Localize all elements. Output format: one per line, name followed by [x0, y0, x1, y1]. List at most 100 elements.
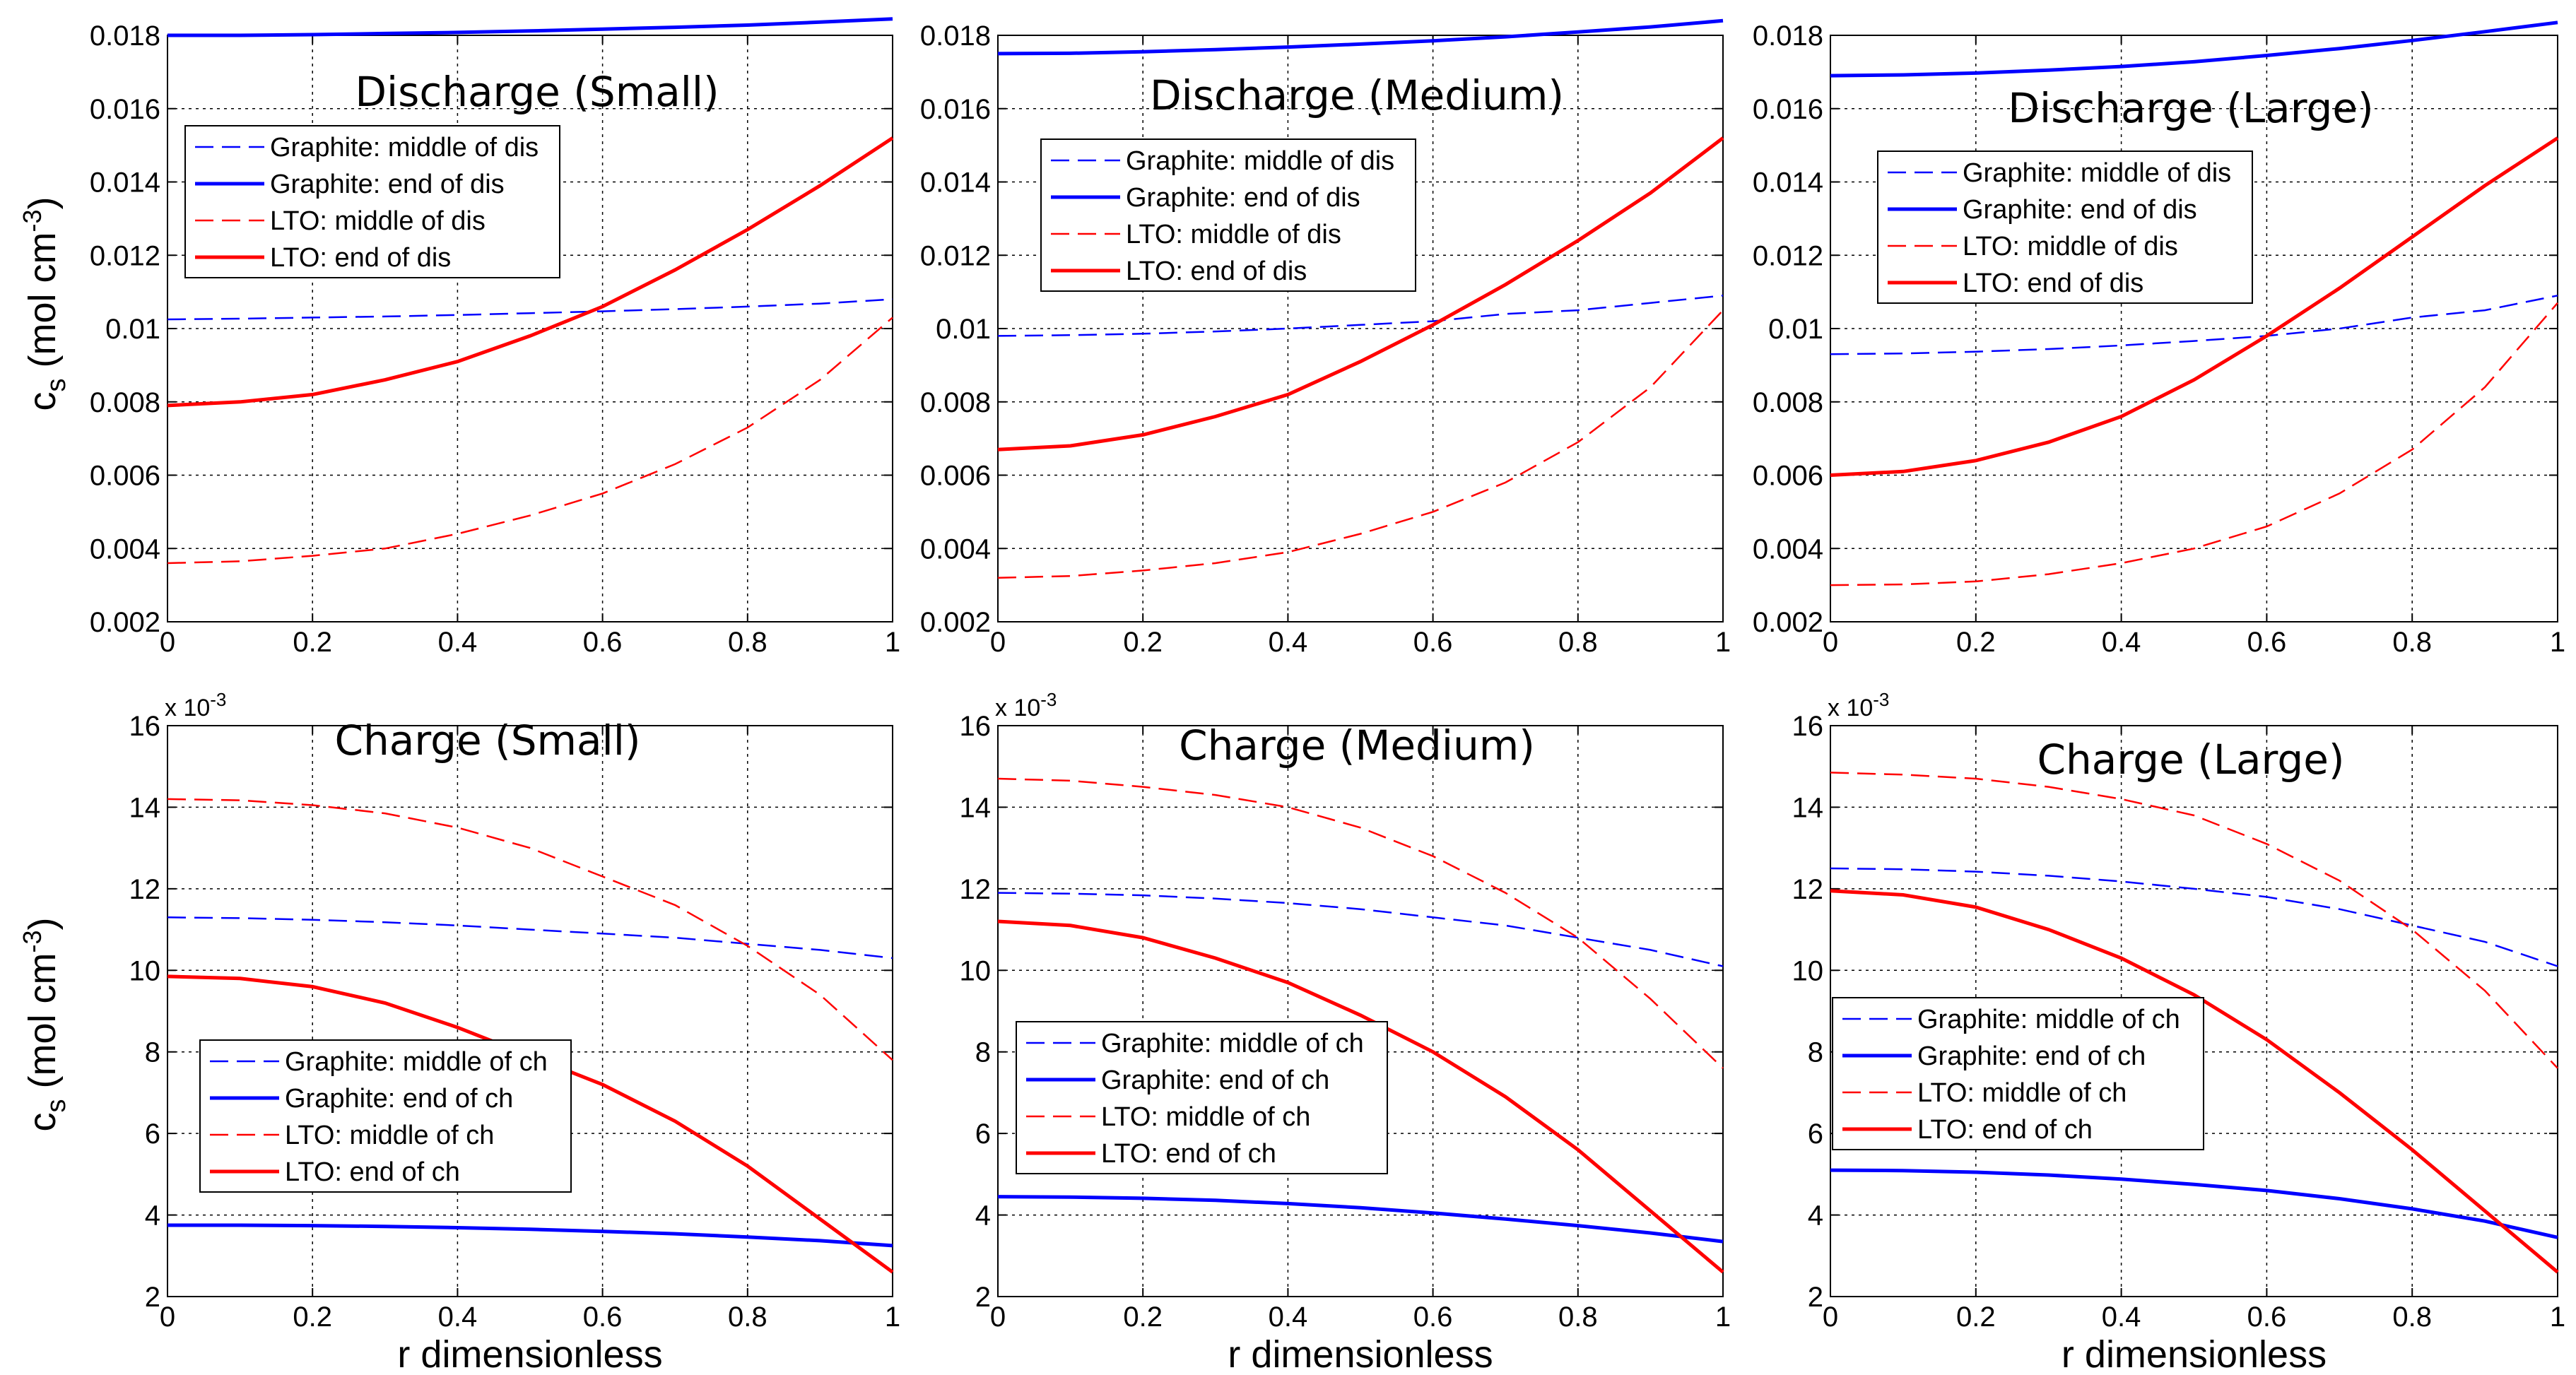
- x-tick-label: 0.6: [583, 627, 623, 658]
- legend-label: Graphite: middle of dis: [1126, 146, 1394, 176]
- y-tick-label: 4: [975, 1200, 991, 1232]
- series-line: [997, 309, 1724, 579]
- y-tick-label: 10: [129, 955, 161, 986]
- y-tick-label: 0.004: [1753, 533, 1823, 565]
- series-line: [997, 919, 1724, 1274]
- legend-label: LTO: middle of ch: [285, 1121, 494, 1150]
- legend: Graphite: middle of dis Graphite: end of …: [1877, 151, 2253, 304]
- chart-title: Discharge (Small): [355, 68, 719, 116]
- y-tick-label: 0.002: [920, 607, 991, 638]
- series-line: [1830, 1168, 2558, 1239]
- x-tick-label: 0.8: [1558, 627, 1598, 658]
- y-tick-label: 12: [129, 874, 161, 905]
- x-tick-label: 0.4: [438, 627, 478, 658]
- legend-label: LTO: middle of dis: [1126, 220, 1341, 249]
- y-tick-label: 0.006: [90, 461, 160, 492]
- series-line: [167, 298, 893, 321]
- series-line: [167, 317, 893, 565]
- x-tick-label: 0.2: [1956, 1302, 1996, 1333]
- x-tick-label: 0.4: [1269, 1302, 1308, 1333]
- legend-label: Graphite: end of ch: [1917, 1041, 2146, 1071]
- y-tick-label: 0.01: [1768, 314, 1823, 345]
- y-tick-label: 0.004: [920, 533, 991, 565]
- y-tick-label: 14: [960, 792, 992, 823]
- y-tick-label: 0.016: [920, 94, 991, 125]
- x-tick-label: 1: [885, 627, 900, 658]
- legend-label: Graphite: end of dis: [1126, 183, 1360, 213]
- legend-label: Graphite: middle of ch: [1101, 1029, 1364, 1058]
- y-tick-label: 12: [1792, 874, 1824, 905]
- y-tick-label: 0.014: [1753, 167, 1823, 199]
- x-tick-label: 0.4: [2102, 1302, 2141, 1333]
- chart-title: Charge (Large): [2037, 736, 2345, 784]
- x-tick-label: 0.4: [438, 1302, 478, 1333]
- series-line: [167, 1223, 893, 1248]
- series-line: [167, 136, 894, 408]
- x-axis-label: r dimensionless: [397, 1333, 662, 1375]
- legend: Graphite: middle of ch Graphite: end of c…: [199, 1039, 572, 1193]
- x-tick-label: 0.8: [2392, 1302, 2432, 1333]
- y-tick-label: 2: [975, 1282, 991, 1313]
- legend-box: [184, 125, 560, 278]
- x-tick-label: 0.8: [728, 1302, 767, 1333]
- y-tick-label: 16: [960, 711, 992, 742]
- series-line: [1830, 136, 2559, 477]
- series-line: [997, 295, 1724, 337]
- x-tick-label: 0.6: [1413, 627, 1453, 658]
- x-tick-label: 0.2: [293, 1302, 332, 1333]
- y-tick-label: 0.006: [920, 461, 991, 492]
- y-tick-label: 12: [960, 874, 992, 905]
- series-line: [1830, 302, 2558, 586]
- y-exponent-label: x 10-3: [165, 689, 226, 721]
- y-tick-label: 0.008: [1753, 387, 1823, 418]
- legend-label: Graphite: end of ch: [285, 1084, 513, 1114]
- x-tick-label: 0: [160, 1302, 175, 1333]
- chart-title: Charge (Medium): [1179, 721, 1535, 769]
- legend-label: LTO: end of ch: [1917, 1115, 2093, 1145]
- x-tick-label: 0.6: [2247, 1302, 2287, 1333]
- x-tick-label: 0.8: [2392, 627, 2432, 658]
- series-line: [1830, 867, 2558, 967]
- legend-label: Graphite: end of dis: [270, 170, 505, 199]
- legend-label: LTO: end of dis: [270, 243, 451, 273]
- y-tick-label: 8: [1808, 1037, 1823, 1068]
- y-tick-label: 0.012: [920, 240, 991, 271]
- y-tick-label: 0.008: [920, 387, 991, 418]
- y-tick-label: 0.014: [90, 167, 160, 199]
- bottom-ylabel: cs (mol cm-3): [18, 918, 71, 1132]
- x-tick-label: 0.4: [2102, 627, 2141, 658]
- series-line: [1830, 889, 2559, 1274]
- legend-label: LTO: end of ch: [1101, 1139, 1276, 1169]
- y-tick-label: 0.006: [1753, 461, 1823, 492]
- y-tick-label: 8: [975, 1037, 991, 1068]
- y-tick-label: 0.016: [1753, 94, 1823, 125]
- chart-title: Discharge (Large): [2008, 84, 2373, 132]
- x-tick-label: 0: [990, 627, 1006, 658]
- series-line: [997, 777, 1724, 1069]
- x-tick-label: 0.6: [583, 1302, 623, 1333]
- series-line: [1830, 295, 2558, 355]
- subplot-1: 0 0.2 0.4 0.6 0.8 1 0.002 0.004 0.006 0.008 0.01 0.…: [90, 17, 900, 658]
- x-axis-label: r dimensionless: [1228, 1333, 1493, 1375]
- y-tick-label: 0.012: [1753, 240, 1823, 271]
- x-tick-label: 0.2: [1123, 627, 1163, 658]
- x-tick-label: 0.6: [1413, 1302, 1453, 1333]
- x-tick-label: 0.2: [1956, 627, 1996, 658]
- series-line: [997, 1195, 1724, 1244]
- x-tick-label: 1: [1715, 627, 1731, 658]
- legend-box: [1040, 138, 1416, 292]
- y-tick-label: 6: [1808, 1119, 1823, 1150]
- legend: Graphite: middle of dis Graphite: end of …: [1040, 138, 1416, 292]
- y-tick-label: 2: [145, 1282, 160, 1313]
- axes-frame: [167, 725, 893, 1297]
- y-tick-label: 0.018: [90, 20, 160, 52]
- series-line: [1830, 20, 2558, 78]
- x-tick-label: 0.6: [2247, 627, 2287, 658]
- legend-label: Graphite: middle of dis: [270, 133, 539, 163]
- svg-text:cs (mol cm-3): cs (mol cm-3): [18, 197, 71, 411]
- x-tick-label: 0: [1823, 627, 1838, 658]
- x-tick-label: 0.2: [293, 627, 332, 658]
